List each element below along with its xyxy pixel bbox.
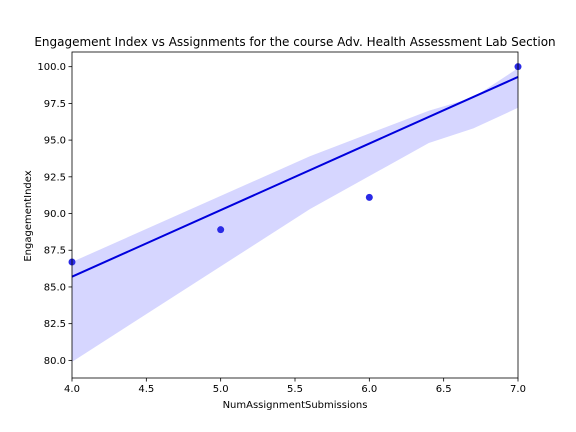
y-tick-label-0: 80.0	[44, 356, 66, 367]
y-tick-label-4: 90.0	[44, 209, 66, 220]
y-tick-label-2: 85.0	[44, 282, 66, 293]
y-axis-title: EngagementIndex	[23, 170, 34, 261]
x-axis-title: NumAssignmentSubmissions	[223, 400, 368, 411]
y-tick-label-6: 95.0	[44, 136, 66, 147]
x-tick-label-4: 6.0	[361, 384, 377, 395]
x-tick-label-0: 4.0	[64, 384, 80, 395]
chart-title: Engagement Index vs Assignments for the …	[34, 35, 555, 49]
y-tick-label-8: 100.0	[37, 62, 66, 73]
data-point-2	[365, 193, 373, 201]
y-tick-label-5: 92.5	[44, 172, 66, 183]
y-tick-label-3: 87.5	[44, 246, 66, 257]
x-tick-label-5: 6.5	[436, 384, 452, 395]
y-tick-label-7: 97.5	[44, 99, 66, 110]
x-tick-label-2: 5.0	[213, 384, 229, 395]
confidence-band	[72, 68, 518, 362]
x-tick-label-6: 7.0	[510, 384, 526, 395]
x-tick-label-3: 5.5	[287, 384, 303, 395]
x-tick-label-1: 4.5	[138, 384, 154, 395]
y-tick-label-1: 82.5	[44, 319, 66, 330]
plot-area: 4.0 4.5 5.0 5.5 6.0 6.5 7.0 80.0 82.5 85.0 87.5 90.…	[37, 51, 526, 395]
regression-line	[71, 76, 519, 278]
data-point-1	[217, 226, 225, 234]
